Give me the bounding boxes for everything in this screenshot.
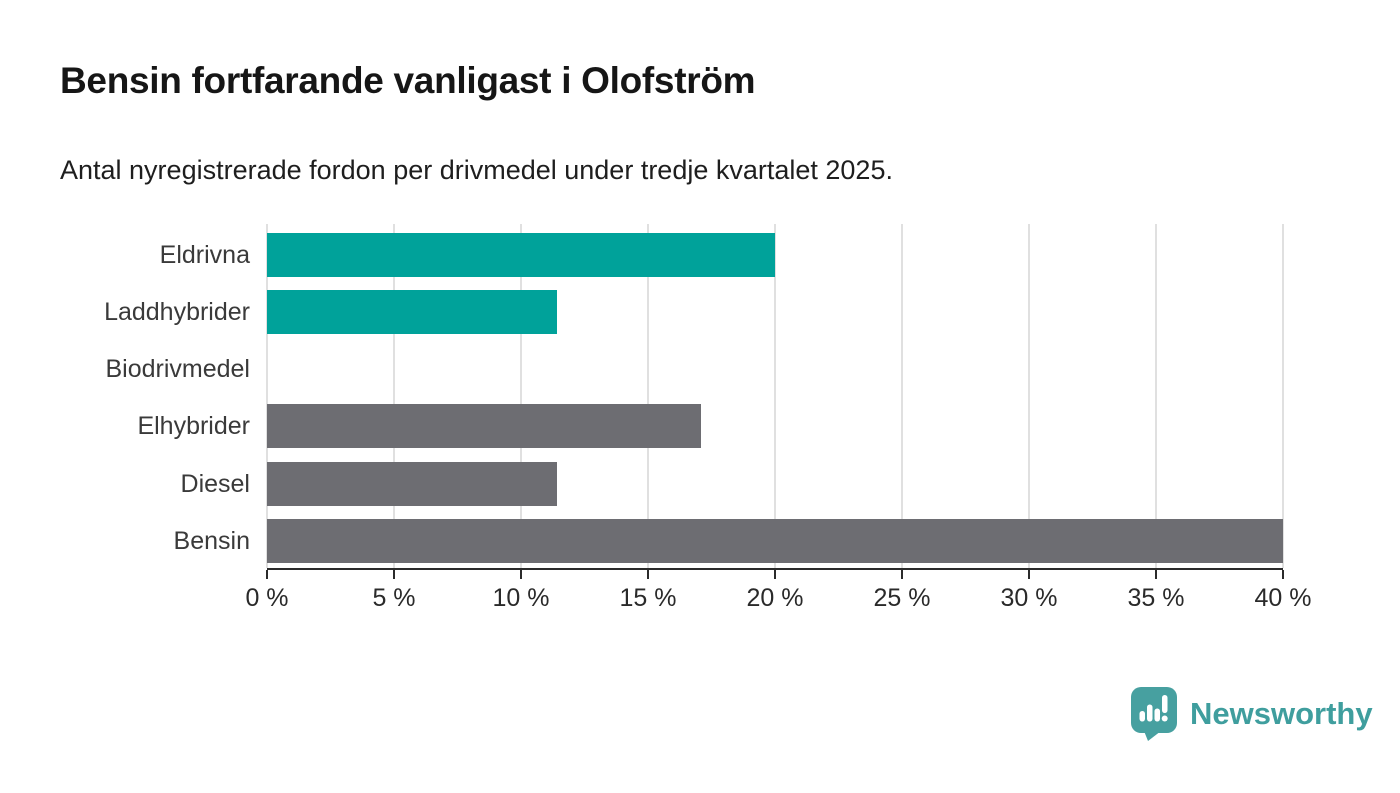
axis-tick — [1282, 570, 1284, 579]
category-label-biodrivmedel: Biodrivmedel — [105, 355, 250, 384]
gridline — [901, 224, 903, 568]
bar-chart-plot-area — [266, 224, 1284, 570]
category-label-eldrivna: Eldrivna — [159, 240, 250, 269]
newsworthy-logo: Newsworthy — [1131, 687, 1373, 741]
axis-tick — [647, 570, 649, 579]
chart-subtitle: Antal nyregistrerade fordon per drivmede… — [60, 155, 893, 185]
axis-tick-label: 35 % — [1127, 584, 1185, 612]
gridline — [774, 224, 776, 568]
bar-laddhybrider — [267, 289, 557, 334]
category-label-laddhybrider: Laddhybrider — [104, 297, 250, 326]
axis-tick-label: 0 % — [245, 584, 289, 612]
category-label-diesel: Diesel — [180, 469, 250, 498]
axis-tick-label: 5 % — [372, 584, 416, 612]
axis-tick — [393, 570, 395, 579]
axis-tick-label: 40 % — [1254, 584, 1312, 612]
axis-tick — [266, 570, 268, 579]
gridline — [1028, 224, 1030, 568]
gridline — [1155, 224, 1157, 568]
gridline — [647, 224, 649, 568]
gridline — [520, 224, 522, 568]
bar-bensin — [267, 519, 1283, 563]
gridline — [266, 224, 268, 568]
category-label-elhybrider: Elhybrider — [137, 412, 250, 441]
gridline — [1282, 224, 1284, 568]
axis-tick — [774, 570, 776, 579]
bar-diesel — [267, 461, 557, 506]
newsworthy-wordmark: Newsworthy — [1190, 696, 1373, 731]
axis-tick-label: 25 % — [873, 584, 931, 612]
axis-tick-label: 10 % — [492, 584, 550, 612]
newsworthy-logo-icon — [1131, 687, 1177, 741]
category-label-bensin: Bensin — [173, 527, 250, 555]
bar-elhybrider — [267, 404, 702, 449]
axis-tick — [901, 570, 903, 579]
axis-tick — [520, 570, 522, 579]
axis-tick-label: 20 % — [746, 584, 804, 612]
chart-title: Bensin fortfarande vanligast i Olofström — [60, 60, 756, 101]
x-axis: 0 % 5 % 10 % 15 % 20 % 25 % 30 % 35 % 40 % — [245, 570, 1311, 630]
axis-tick — [1155, 570, 1157, 579]
y-axis-category-labels: Eldrivna Laddhybrider Biodrivmedel Elhybrid… — [60, 224, 252, 568]
axis-tick-label: 15 % — [619, 584, 677, 612]
gridline — [393, 224, 395, 568]
axis-tick-label: 30 % — [1000, 584, 1058, 612]
bar-eldrivna — [267, 232, 775, 277]
axis-tick — [1028, 570, 1030, 579]
